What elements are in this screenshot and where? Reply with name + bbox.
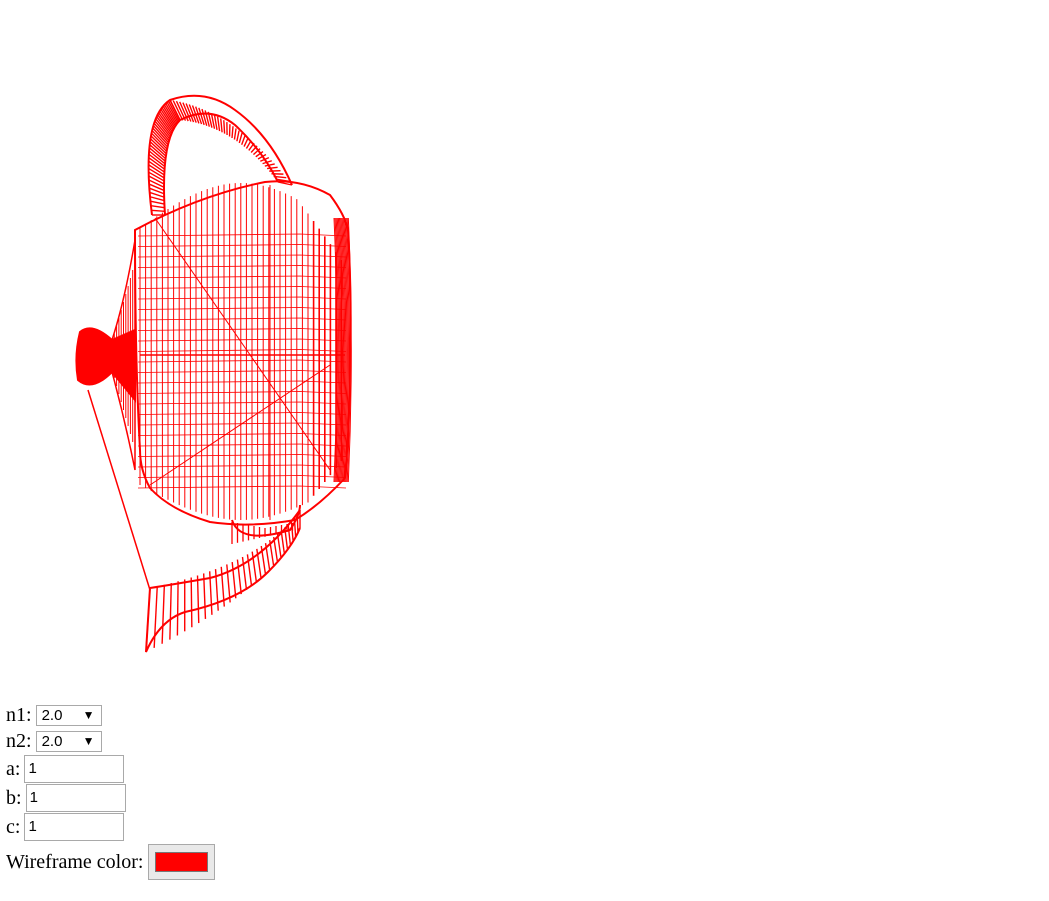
n1-label: n1: bbox=[6, 704, 32, 726]
wireframe-canvas[interactable] bbox=[0, 0, 1049, 700]
chevron-down-icon: ▼ bbox=[82, 707, 95, 722]
teapot-wireframe bbox=[75, 94, 352, 653]
b-label: b: bbox=[6, 786, 22, 809]
a-row: a: bbox=[6, 754, 215, 783]
chevron-down-icon: ▼ bbox=[82, 733, 95, 748]
b-row: b: bbox=[6, 783, 215, 812]
wireframe-color-picker[interactable] bbox=[148, 844, 216, 880]
c-input[interactable] bbox=[24, 812, 125, 841]
n2-value: 2.0 bbox=[41, 732, 63, 750]
n2-label: n2: bbox=[6, 730, 32, 752]
a-label: a: bbox=[6, 757, 21, 780]
color-swatch bbox=[155, 852, 209, 872]
n1-row: n1: 2.0 ▼ bbox=[6, 702, 215, 728]
n1-select[interactable]: 2.0 ▼ bbox=[35, 704, 102, 726]
wireframe-color-label: Wireframe color: bbox=[6, 851, 144, 873]
n2-row: n2: 2.0 ▼ bbox=[6, 728, 215, 754]
n2-select[interactable]: 2.0 ▼ bbox=[35, 730, 102, 752]
n1-value: 2.0 bbox=[41, 706, 63, 724]
b-input[interactable] bbox=[25, 783, 126, 812]
c-row: c: bbox=[6, 812, 215, 841]
c-label: c: bbox=[6, 815, 21, 838]
a-input[interactable] bbox=[24, 754, 125, 783]
controls-panel: n1: 2.0 ▼ n2: 2.0 ▼ a: b: c: Wireframe c… bbox=[6, 702, 216, 881]
wireframe-color-row: Wireframe color: bbox=[6, 843, 216, 881]
